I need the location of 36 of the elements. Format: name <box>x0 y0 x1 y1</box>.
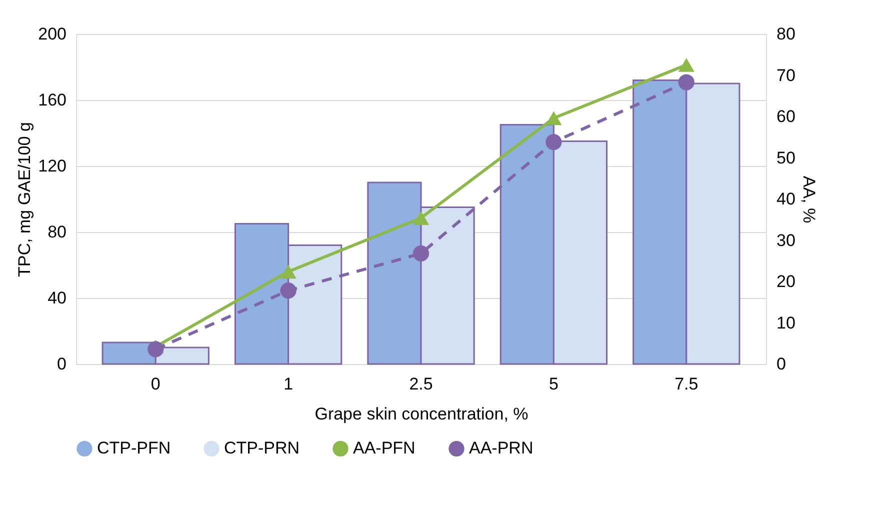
y-tick-label: 200 <box>38 24 66 44</box>
y2-axis-title: AA, % <box>799 176 818 224</box>
y2-tick-label: 40 <box>776 190 796 208</box>
y2-tick-label: 30 <box>776 230 796 250</box>
y-tick-label: 80 <box>48 222 66 242</box>
y2-tick-label: 70 <box>776 66 796 85</box>
y2-tick-label: 80 <box>776 24 796 44</box>
x-tick-label: 2.5 <box>409 374 433 394</box>
point <box>678 74 694 90</box>
y2-tick-label: 20 <box>776 272 796 291</box>
y-tick-label: 40 <box>48 288 66 308</box>
x-tick-label: 7.5 <box>674 374 698 394</box>
point <box>546 134 562 150</box>
x-tick-label: 5 <box>548 374 558 394</box>
y-tick-label: 0 <box>57 354 66 374</box>
y2-tick-label: 10 <box>776 313 796 332</box>
y2-tick-label: 0 <box>776 354 786 374</box>
x-tick-label: 1 <box>284 374 294 394</box>
legend-label: AA-PRN <box>469 438 534 458</box>
point <box>280 264 296 279</box>
point <box>546 111 562 126</box>
x-axis-title: Grape skin concentration, % <box>314 404 528 424</box>
legend-label: CTP-PFN <box>97 438 171 458</box>
point <box>678 58 694 72</box>
point <box>280 282 296 299</box>
point <box>148 341 164 358</box>
y-tick-label: 160 <box>38 90 66 110</box>
x-tick-label: 0 <box>150 374 160 394</box>
legend-label: AA-PFN <box>353 438 416 458</box>
y-tick-label: 120 <box>38 156 66 176</box>
point <box>412 245 430 262</box>
legend-label: CTP-PRN <box>224 438 300 458</box>
y2-tick-label: 60 <box>776 107 796 126</box>
y2-tick-label: 50 <box>776 148 796 168</box>
y-axis-title: TPC, mg GAE/100 g <box>15 122 34 277</box>
point <box>412 210 430 225</box>
